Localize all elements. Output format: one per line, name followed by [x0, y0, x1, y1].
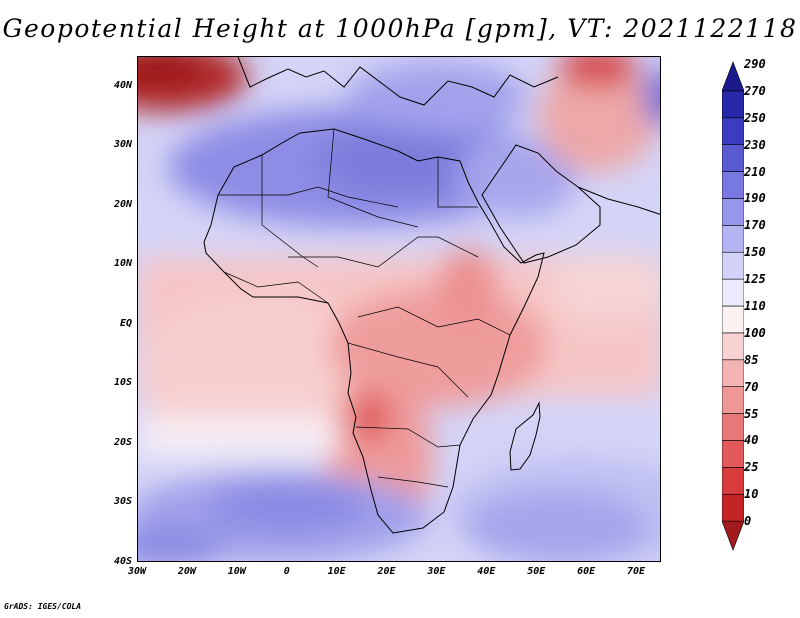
colorbar-level-label: 170 — [744, 218, 766, 233]
madagascar-coastline — [509, 401, 541, 471]
geopotential-field-map — [138, 57, 660, 561]
lat-tick-label: EQ — [119, 317, 132, 329]
lon-tick-label: 10W — [227, 566, 246, 577]
border-west-africa — [223, 271, 329, 304]
border-sahara-2 — [261, 155, 319, 268]
colorbar-level-label: 150 — [744, 245, 766, 260]
colorbar-level-label: 270 — [744, 83, 766, 98]
lat-tick-label: 10S — [113, 377, 132, 389]
colorbar-swatch — [722, 413, 744, 441]
border-south-africa — [377, 476, 449, 488]
border-southern — [355, 426, 461, 448]
angola-low-core — [350, 393, 390, 441]
lon-tick-label: 10E — [327, 566, 346, 577]
coastlines — [203, 57, 660, 534]
colorbar-swatch — [722, 90, 744, 119]
border-sahara-3 — [327, 128, 419, 228]
colorbar-level-label: 85 — [744, 352, 759, 367]
mediterranean-high — [348, 62, 528, 132]
colorbar-swatch — [722, 251, 744, 280]
lon-tick-label: 30W — [127, 566, 147, 577]
lon-tick-label: 0 — [283, 566, 290, 577]
lon-tick-label: 20E — [377, 566, 396, 577]
lon-tick-label: 40E — [477, 566, 496, 577]
colorbar-level-label: 25 — [744, 460, 759, 475]
lon-tick-label: 30E — [427, 566, 446, 577]
south-atlantic-high-core — [208, 482, 368, 532]
colorbar-level-label: 110 — [744, 299, 766, 313]
border-central — [288, 236, 479, 268]
colorbar-swatch — [722, 332, 744, 361]
colorbar-swatch — [722, 144, 744, 172]
far-east-edge-high — [643, 67, 660, 127]
indian-ocean-low-band — [548, 252, 660, 322]
colorbar-level-label: 10 — [744, 487, 759, 502]
credit-text: GrADS: IGES/COLA — [4, 602, 82, 611]
persian-coast — [577, 186, 660, 215]
map-title: Geopotential Height at 1000hPa [gpm], VT… — [2, 14, 798, 43]
lon-tick-label: 50E — [527, 566, 546, 577]
colorbar-swatch — [722, 117, 744, 145]
europe-coastline — [237, 57, 559, 106]
colorbar-level-label: 100 — [744, 325, 766, 340]
south-transition-band — [138, 417, 338, 457]
lat-tick-label: 10N — [113, 258, 132, 270]
colorbar-level-label: 70 — [744, 379, 759, 394]
colorbar-level-label: 40 — [744, 433, 759, 448]
colorbar-top-arrow — [722, 61, 744, 92]
colorbar-level-label: 55 — [744, 406, 759, 421]
lon-tick-label: 20W — [177, 566, 196, 577]
central-africa-low — [328, 287, 548, 407]
atlantic-nw-low-core — [138, 57, 203, 87]
border-congo — [347, 342, 469, 398]
colorbar-swatch — [722, 440, 744, 468]
lon-tick-label: 60E — [577, 566, 596, 577]
border-sahara-1 — [218, 186, 399, 208]
border-equatorial — [357, 306, 511, 336]
southwest-corner-high — [138, 527, 228, 561]
africa-coastline — [203, 128, 545, 534]
colorbar-swatch — [722, 386, 744, 414]
lat-tick-label: 20S — [113, 436, 132, 448]
colorbar-level-label: 125 — [744, 272, 766, 287]
lon-tick-label: 70E — [627, 566, 646, 577]
lat-tick-label: 40N — [113, 79, 132, 91]
east-africa-low — [438, 247, 498, 327]
colorbar-swatch — [722, 225, 744, 253]
lat-tick-label: 30S — [113, 496, 132, 508]
south-indian-high-outer — [448, 457, 660, 561]
lat-tick-label: 20N — [113, 198, 132, 210]
colorbar-level-label: 250 — [744, 110, 766, 125]
colorbar-level-label: 210 — [744, 164, 766, 179]
colorbar-level-label: 230 — [744, 137, 766, 152]
field-shading — [138, 57, 660, 561]
country-borders — [218, 128, 511, 488]
iran-low — [538, 62, 658, 172]
libya-high-core — [318, 127, 478, 197]
colorbar — [722, 61, 744, 551]
colorbar-level-label: 0 — [744, 514, 752, 529]
colorbar-swatch — [722, 493, 744, 522]
map-plot-area[interactable] — [137, 56, 661, 562]
colorbar-swatch — [722, 359, 744, 387]
lat-tick-label: 40S — [113, 556, 132, 567]
iran-low-core — [558, 57, 638, 87]
colorbar-level-label: 190 — [744, 191, 766, 206]
lat-tick-label: 30N — [113, 139, 132, 151]
colorbar-swatch — [722, 278, 744, 307]
colorbar-swatch — [722, 171, 744, 199]
colorbar-swatch — [722, 198, 744, 226]
colorbar-swatch — [722, 305, 744, 334]
border-egypt — [437, 157, 478, 208]
colorbar-swatch — [722, 467, 744, 495]
arabia-coastline — [481, 144, 601, 264]
arabia-high — [458, 137, 578, 217]
colorbar-bottom-arrow — [722, 520, 744, 551]
colorbar-level-label: 290 — [744, 57, 766, 71]
